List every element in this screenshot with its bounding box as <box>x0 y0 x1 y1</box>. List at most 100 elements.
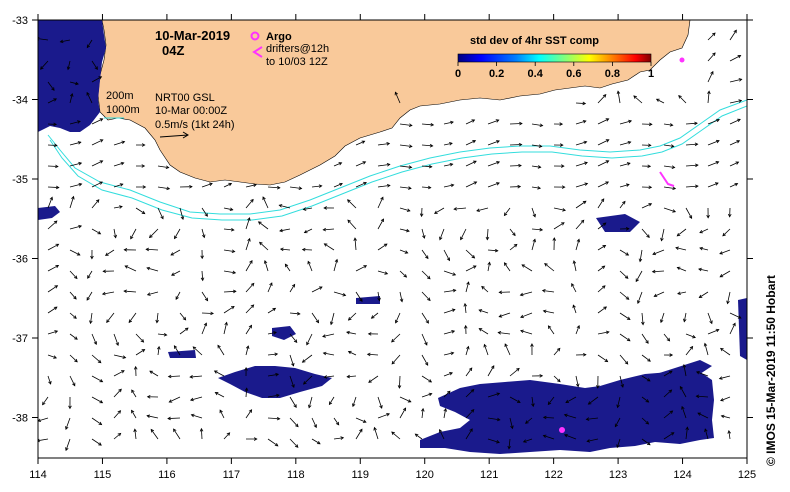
current-vector <box>102 291 115 295</box>
current-vector-head <box>269 282 273 287</box>
current-vector <box>289 417 299 427</box>
current-vector <box>633 95 643 104</box>
current-vector-head <box>408 144 413 148</box>
current-vector-head <box>616 404 620 409</box>
current-vector <box>134 429 137 440</box>
current-vector-head <box>362 161 367 165</box>
current-vector <box>719 375 731 380</box>
current-vector <box>637 291 643 304</box>
current-vector-head <box>681 405 685 410</box>
current-vector-head <box>131 389 135 394</box>
current-vector <box>421 333 428 346</box>
current-vector-head <box>302 207 307 211</box>
current-vector <box>597 181 609 188</box>
current-vector-head <box>101 291 106 296</box>
sst-patch <box>38 206 60 220</box>
current-vector-head <box>584 161 588 165</box>
current-vector-head <box>76 252 81 256</box>
current-vector <box>439 429 445 440</box>
current-vector <box>174 345 181 356</box>
current-vector-head <box>427 185 432 190</box>
current-vector <box>597 160 609 167</box>
current-vector <box>279 228 291 232</box>
current-vector-head <box>141 210 146 215</box>
current-vector-head <box>516 367 520 372</box>
current-vector <box>421 312 429 324</box>
current-vector-head <box>473 160 477 164</box>
current-vector-head <box>722 232 726 237</box>
current-vector <box>617 396 621 408</box>
current-vector <box>190 396 203 401</box>
current-vector-head <box>532 238 537 243</box>
current-vector-head <box>377 297 381 302</box>
current-vector <box>391 333 401 343</box>
current-vector <box>542 290 555 293</box>
current-vector <box>355 161 366 167</box>
current-vector <box>323 228 335 231</box>
current-vector-head <box>695 394 700 399</box>
current-vector-head <box>645 340 649 344</box>
current-vector-head <box>98 442 102 446</box>
current-vector-head <box>98 76 103 80</box>
current-vector-head <box>293 339 298 344</box>
current-vector <box>128 312 137 323</box>
current-vector <box>575 325 580 335</box>
current-vector <box>91 417 102 425</box>
current-vector-head <box>75 81 79 86</box>
current-vector-head <box>419 213 424 218</box>
current-vector-head <box>605 139 610 143</box>
current-vector <box>641 203 652 209</box>
current-vector <box>509 244 518 251</box>
current-vector-head <box>582 101 587 106</box>
current-vector <box>304 228 313 233</box>
current-vector-head <box>55 164 59 169</box>
x-tick-label: 120 <box>416 469 434 481</box>
current-vector <box>487 161 500 167</box>
current-vector-head <box>678 95 682 99</box>
current-vector <box>377 184 390 188</box>
current-vector-head <box>463 302 468 307</box>
current-vector-head <box>140 339 145 343</box>
x-tick-label: 124 <box>673 469 691 481</box>
current-vector-head <box>73 275 78 280</box>
current-vector-head <box>603 306 608 310</box>
current-vector-head <box>605 160 610 164</box>
current-vector <box>371 312 379 319</box>
current-vector <box>171 270 181 276</box>
current-vector <box>421 144 433 147</box>
current-vector-head <box>155 319 159 324</box>
current-vector-head <box>340 436 345 440</box>
current-vector-head <box>537 165 542 169</box>
current-vector-head <box>471 119 476 123</box>
current-vector <box>69 196 74 209</box>
current-vector <box>660 312 665 323</box>
current-vector <box>707 161 719 167</box>
current-vector-head <box>133 365 138 370</box>
current-vector-head <box>496 417 501 422</box>
current-vector-head <box>394 319 399 324</box>
current-vector-head <box>346 330 350 335</box>
current-vector-head <box>453 207 457 211</box>
current-vector <box>170 249 181 256</box>
current-vector-head <box>347 199 351 203</box>
current-vector-head <box>170 252 175 256</box>
current-vector <box>465 367 473 377</box>
current-vector <box>355 417 367 423</box>
current-vector-head <box>672 186 677 191</box>
current-vector-head <box>291 283 296 288</box>
current-vector <box>597 198 605 209</box>
current-vector-head <box>408 123 413 127</box>
current-vector-head <box>275 372 280 377</box>
current-vector <box>348 312 357 321</box>
current-vector <box>377 218 384 230</box>
current-vector-head <box>727 430 731 434</box>
current-vector-head <box>247 237 251 242</box>
current-vector-head <box>200 255 204 260</box>
current-vector-head <box>180 216 185 221</box>
current-vector <box>707 91 710 104</box>
sst-patch <box>596 214 640 232</box>
current-vector <box>421 165 432 168</box>
current-vector-head <box>709 320 713 325</box>
current-vector <box>245 388 248 398</box>
